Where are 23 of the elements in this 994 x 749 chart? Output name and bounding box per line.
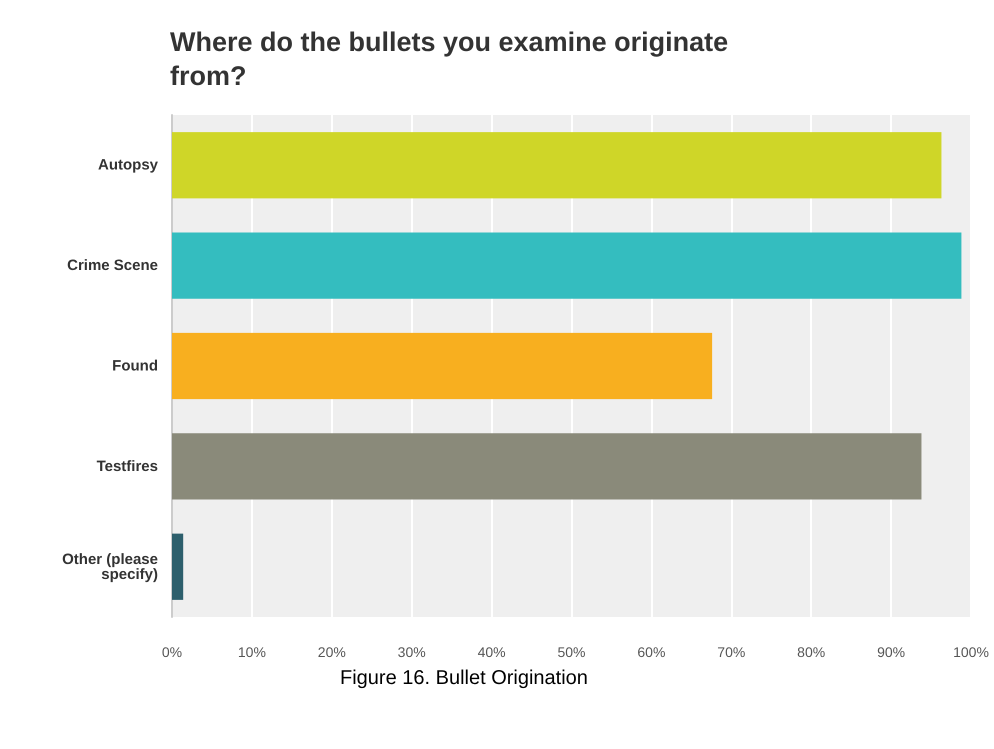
x-tick-label: 20% [318,644,346,660]
bar [172,433,922,500]
y-tick-label: Other (please specify) [62,550,158,583]
bar [172,132,942,198]
caption: Figure 16. Bullet Origination [340,667,588,689]
y-tick-label: Testfires [96,458,158,475]
y-tick-label: Found [112,358,158,374]
x-tick-label: 100% [953,644,989,660]
x-tick-label: 30% [398,644,426,660]
x-tick-label: 40% [478,644,506,660]
bar [172,534,184,600]
y-tick-label: Crime Scene [67,257,158,274]
x-tick-label: 80% [797,644,826,660]
chart-title: Where do the bullets you examine originate from? [170,27,736,91]
bar [172,232,962,299]
y-tick-label: Autopsy [98,156,159,174]
x-tick-label: 60% [637,644,666,660]
bar [172,332,712,400]
x-tick-label: 90% [877,644,906,660]
x-tick-label: 70% [717,644,746,660]
x-tick-label: 10% [238,644,266,660]
x-tick-label: 50% [557,644,586,660]
x-tick-label: 0% [162,644,182,660]
